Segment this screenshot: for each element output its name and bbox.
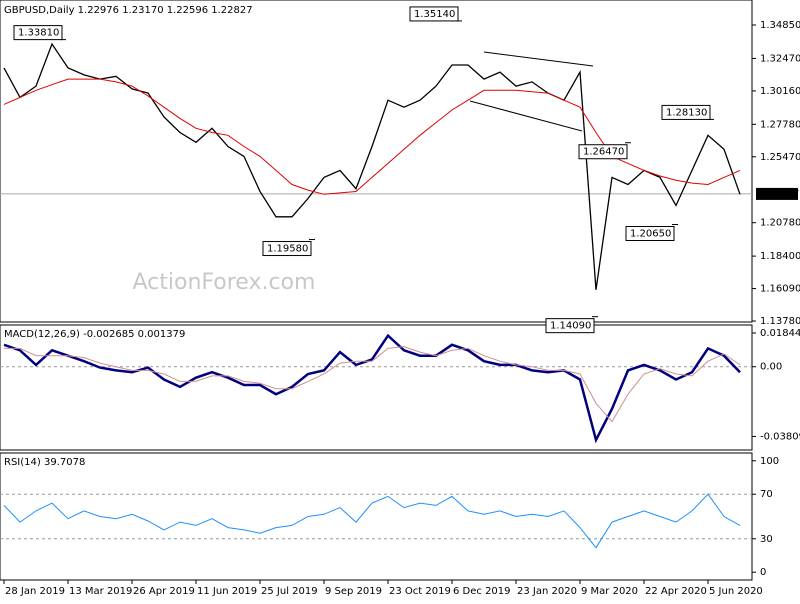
rsi-panel <box>0 452 753 581</box>
y-tick-label: 1.32470 <box>760 53 800 64</box>
y-tick-label: 0 <box>760 567 766 578</box>
y-tick-label: 1.27780 <box>760 119 800 130</box>
annotation-box <box>13 25 63 41</box>
annotation-label: 1.28130 <box>666 107 707 118</box>
macd-panel <box>0 324 753 451</box>
panel-title: RSI(14) 39.7078 <box>4 457 85 468</box>
current-price-box <box>756 187 798 200</box>
current-price-label: 1.22827 <box>758 189 799 200</box>
x-tick-label: 11 Jun 2019 <box>197 586 257 597</box>
y-tick-label: -0.038095 <box>760 431 800 442</box>
y-tick-label: 0.00 <box>760 362 782 373</box>
x-tick-label: 25 Jul 2019 <box>261 586 318 597</box>
x-tick-label: 9 Sep 2019 <box>325 586 382 597</box>
x-tick-label: 26 Apr 2019 <box>133 586 195 597</box>
x-tick-label: 5 Jun 2020 <box>709 586 763 597</box>
trend-line <box>469 100 583 132</box>
series-line <box>3 493 741 549</box>
y-tick-label: 0.018442 <box>760 328 800 339</box>
y-tick-label: 1.18400 <box>760 251 800 262</box>
y-tick-label: 1.13780 <box>760 316 800 327</box>
x-tick-label: 6 Dec 2019 <box>453 586 511 597</box>
annotation-box <box>409 6 459 22</box>
y-tick-label: 1.16090 <box>760 284 800 295</box>
series-line <box>3 78 741 195</box>
y-tick-label: 1.30160 <box>760 86 800 97</box>
series-line <box>3 42 741 290</box>
x-tick-label: 28 Jan 2019 <box>5 586 65 597</box>
x-tick-label: 23 Jan 2020 <box>517 586 577 597</box>
annotation-label: 1.26470 <box>583 147 624 158</box>
watermark: ActionForex.com <box>133 270 316 295</box>
y-tick-label: 30 <box>760 534 773 545</box>
annotation-box <box>578 144 628 160</box>
chart-title: GBPUSD,Daily 1.22976 1.23170 1.22596 1.2… <box>4 5 253 16</box>
y-tick-label: 100 <box>760 456 779 467</box>
annotation-box <box>545 318 595 334</box>
y-tick-label: 70 <box>760 489 773 500</box>
x-tick-label: 22 Apr 2020 <box>645 586 707 597</box>
annotation-box <box>262 241 312 257</box>
annotation-box <box>625 226 675 242</box>
x-tick-label: 13 Mar 2019 <box>69 586 132 597</box>
x-tick-label: 23 Oct 2019 <box>389 586 451 597</box>
series-line <box>3 333 741 444</box>
annotation-label: 1.14090 <box>550 321 591 332</box>
annotation-label: 1.20650 <box>630 229 671 240</box>
annotation-label: 1.35140 <box>414 9 455 20</box>
price-panel <box>0 0 753 323</box>
annotation-box <box>661 104 711 120</box>
y-tick-label: 1.25470 <box>760 152 800 163</box>
y-tick-label: 1.34850 <box>760 20 800 31</box>
annotation-label: 1.33810 <box>18 28 59 39</box>
series-line <box>4 346 741 423</box>
panel-title: MACD(12,26,9) -0.002685 0.001379 <box>4 329 185 340</box>
y-tick-label: 1.20780 <box>760 218 800 229</box>
annotation-label: 1.19580 <box>267 244 308 255</box>
x-tick-label: 9 Mar 2020 <box>581 586 638 597</box>
trend-line <box>483 51 594 67</box>
